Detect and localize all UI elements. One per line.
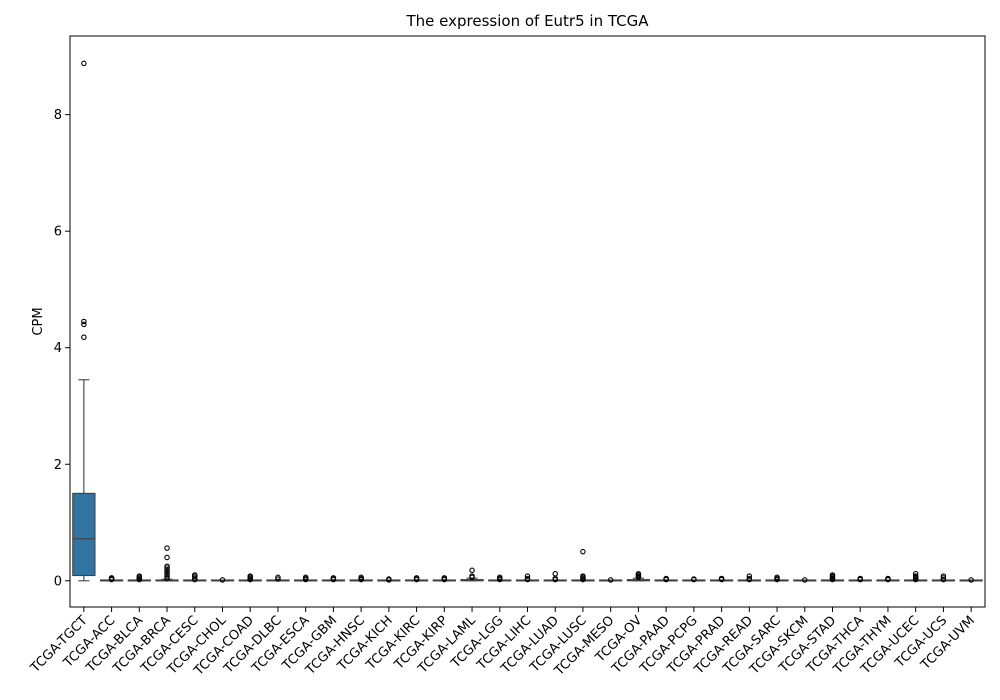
outlier-point [192,575,198,581]
outlier-point [164,563,170,569]
outlier-point [302,574,309,581]
box-group [709,575,734,583]
y-tick-label: 2 [54,458,62,473]
box-group [127,573,151,583]
y-tick-label: 6 [54,225,62,240]
outlier-point [164,554,170,561]
outlier-point [885,575,891,582]
box-group [682,576,706,583]
box-group [599,577,623,583]
box-group [460,567,484,582]
outlier-point [968,577,974,583]
outlier-point [497,574,503,581]
outlier-point [81,334,87,340]
box-group [266,574,290,582]
outlier-point [164,572,170,578]
outlier-point [469,573,475,579]
box-group [321,575,346,583]
outlier-point [746,573,753,579]
outlier-point [330,575,337,581]
outlier-point [663,575,669,582]
box-group [294,574,318,583]
box-group [72,60,96,582]
outlier-point [81,318,87,325]
box-group [210,577,235,583]
outlier-point [164,565,170,571]
box-group [488,574,512,583]
outlier-point [441,575,448,581]
outlier-point [164,566,170,573]
outlier-point [275,574,281,581]
outlier-point [247,573,253,579]
outlier-point [524,575,531,582]
box-group [349,574,373,583]
box-group [737,573,761,583]
outlier-point [829,572,836,578]
outlier-point [164,575,170,582]
outlier-point [940,576,947,583]
y-tick-label: 4 [54,341,62,356]
outlier-point [81,60,87,67]
box-group [543,571,567,583]
box-group [404,575,429,583]
outlier-point [635,571,642,577]
box-group [238,573,262,583]
plot-area: 02468TCGA-TGCTTCGA-ACCTCGA-BLCATCGA-BRCA… [27,60,983,679]
box-group [515,573,540,583]
box-group [793,577,817,583]
box-group [904,571,928,583]
outlier-point [275,576,281,582]
box-group [654,575,678,583]
outlier-point [219,577,226,583]
outlier-point [81,321,87,328]
outlier-point [358,574,364,581]
box-group [626,571,651,582]
outlier-point [802,577,808,583]
outlier-point [192,572,198,578]
box-group [848,575,872,583]
outlier-point [580,548,586,555]
outlier-point [940,573,947,579]
outlier-point [718,575,725,582]
y-axis-label: CPM [31,307,46,335]
chart-title: The expression of Eutr5 in TCGA [406,12,650,30]
outlier-point [607,577,614,583]
box-group [959,577,983,583]
outlier-point [580,573,586,579]
outlier-point [164,570,170,576]
outlier-point [912,571,919,577]
outlier-point [136,573,143,579]
box-group [571,548,595,583]
box-group [377,576,401,583]
outlier-point [746,575,753,582]
outlier-point [691,576,697,582]
y-tick-label: 8 [54,108,62,123]
outlier-point [524,573,531,579]
outlier-point [164,573,170,580]
box-group [99,575,124,583]
box [72,492,96,577]
outlier-point [469,567,475,574]
outlier-point [940,575,947,581]
outlier-point [164,568,170,575]
outlier-point [912,573,919,579]
outlier-point [857,575,863,582]
outlier-point [552,571,558,577]
outlier-point [774,574,780,581]
outlier-point [108,575,115,581]
box-group [876,575,900,583]
outlier-point [413,575,420,581]
box-group [183,572,207,583]
box-group [820,572,845,583]
outlier-point [386,576,392,582]
box-group [155,545,179,582]
box-group [765,574,789,583]
plot-frame [69,35,986,608]
box-group [931,573,956,583]
outlier-point [164,545,170,551]
box-group [432,575,456,583]
y-tick-label: 0 [54,574,62,589]
